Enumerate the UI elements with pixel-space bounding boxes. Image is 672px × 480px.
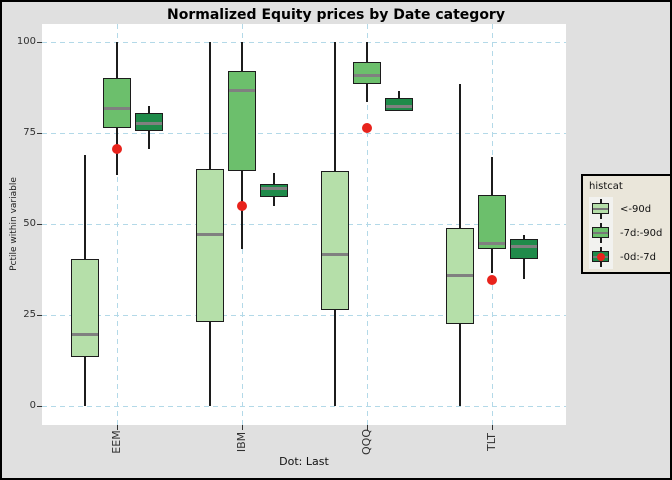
legend-item-label: <-90d	[620, 203, 652, 215]
gridline-y-25	[42, 315, 566, 316]
whisker-upper-tlt-7d-90d	[491, 156, 493, 195]
y-tick-mark-50	[37, 224, 42, 225]
median-eem-0d-7d	[136, 121, 162, 125]
whisker-lower-eem-90d	[84, 356, 86, 406]
whisker-lower-tlt-0d-7d	[523, 258, 525, 279]
median-ibm-90d	[197, 232, 223, 236]
chart-title: Normalized Equity prices by Date categor…	[167, 7, 505, 23]
legend-title: histcat	[589, 181, 623, 192]
y-tick-label-25: 25	[23, 309, 36, 320]
box-eem-0d-7d	[135, 112, 163, 132]
legend-item-7d-90d: -7d:-90d	[589, 221, 670, 245]
whisker-upper-eem-0d-7d	[148, 105, 150, 113]
x-tick-mark-qqq	[366, 425, 368, 430]
whisker-upper-eem-90d	[84, 154, 86, 259]
whisker-lower-ibm-90d	[209, 322, 211, 406]
plot-panel	[42, 24, 566, 425]
legend-key-median	[593, 208, 608, 210]
box-ibm-7d-90d	[228, 71, 256, 172]
median-ibm-7d-90d	[229, 88, 255, 92]
whisker-lower-tlt-7d-90d	[491, 249, 493, 274]
box-qqq-90d	[321, 171, 349, 310]
last-price-dot-eem	[112, 144, 122, 155]
whisker-lower-tlt-90d	[459, 324, 461, 406]
box-qqq-0d-7d	[385, 98, 413, 112]
last-price-dot-ibm	[237, 200, 247, 211]
gridline-y-75	[42, 133, 566, 134]
gridline-y-0	[42, 406, 566, 407]
box-ibm-0d-7d	[260, 183, 288, 197]
y-tick-label-75: 75	[23, 127, 36, 138]
last-price-dot-tlt	[487, 275, 497, 286]
whisker-upper-ibm-7d-90d	[241, 42, 243, 72]
whisker-upper-ibm-0d-7d	[273, 173, 275, 184]
whisker-upper-qqq-90d	[334, 42, 336, 172]
y-tick-mark-0	[37, 406, 42, 407]
legend-item-label: -7d:-90d	[620, 227, 663, 239]
median-qqq-90d	[322, 252, 348, 256]
box-tlt-0d-7d	[510, 238, 538, 259]
gridline-x-eem	[117, 24, 118, 425]
legend: histcat <-90d -7d:-90d -0d:-7d	[581, 174, 672, 274]
median-eem-90d	[72, 332, 98, 336]
median-eem-7d-90d	[104, 107, 130, 110]
y-tick-mark-25	[37, 315, 42, 316]
whisker-upper-qqq-0d-7d	[398, 91, 400, 99]
median-tlt-90d	[447, 274, 473, 278]
x-axis-caption: Dot: Last	[279, 455, 329, 468]
legend-key-median	[593, 232, 608, 234]
box-qqq-7d-90d	[353, 62, 381, 84]
median-tlt-0d-7d	[511, 245, 537, 249]
box-eem-7d-90d	[103, 78, 131, 128]
y-tick-label-0: 0	[29, 400, 36, 411]
median-qqq-0d-7d	[386, 105, 412, 109]
whisker-upper-qqq-7d-90d	[366, 42, 368, 63]
median-tlt-7d-90d	[479, 241, 505, 245]
whisker-upper-ibm-90d	[209, 42, 211, 170]
whisker-lower-eem-0d-7d	[148, 131, 150, 150]
gridline-x-qqq	[367, 24, 368, 425]
y-tick-label-100: 100	[16, 36, 36, 47]
median-qqq-7d-90d	[354, 74, 380, 78]
y-tick-label-50: 50	[23, 218, 36, 229]
whisker-upper-tlt-90d	[459, 83, 461, 228]
y-tick-mark-100	[37, 42, 42, 43]
last-price-dot-qqq	[362, 122, 372, 133]
x-tick-mark-ibm	[241, 425, 243, 430]
legend-key-last-dot-icon	[597, 253, 605, 261]
whisker-lower-qqq-7d-90d	[366, 83, 368, 103]
median-ibm-0d-7d	[261, 187, 287, 191]
legend-key-boxplot-icon	[589, 197, 613, 221]
x-tick-mark-eem	[116, 425, 118, 430]
whisker-lower-ibm-0d-7d	[273, 196, 275, 206]
whisker-lower-qqq-90d	[334, 309, 336, 406]
legend-key-boxplot-icon	[589, 221, 613, 245]
gridline-y-100	[42, 42, 566, 43]
whisker-upper-tlt-0d-7d	[523, 234, 525, 239]
box-tlt-90d	[446, 227, 474, 325]
legend-item-label: -0d:-7d	[620, 251, 657, 263]
box-ibm-90d	[196, 169, 224, 323]
gridline-y-50	[42, 224, 566, 225]
legend-key-boxplot-icon	[589, 245, 613, 269]
box-eem-90d	[71, 258, 99, 357]
legend-items: <-90d -7d:-90d -0d:-7d	[589, 197, 670, 269]
y-tick-mark-75	[37, 133, 42, 134]
whisker-upper-eem-7d-90d	[116, 42, 118, 79]
box-tlt-7d-90d	[478, 194, 506, 250]
x-tick-mark-tlt	[491, 425, 493, 430]
legend-item-90d: <-90d	[589, 197, 670, 221]
legend-item-0d-7d: -0d:-7d	[589, 245, 670, 269]
